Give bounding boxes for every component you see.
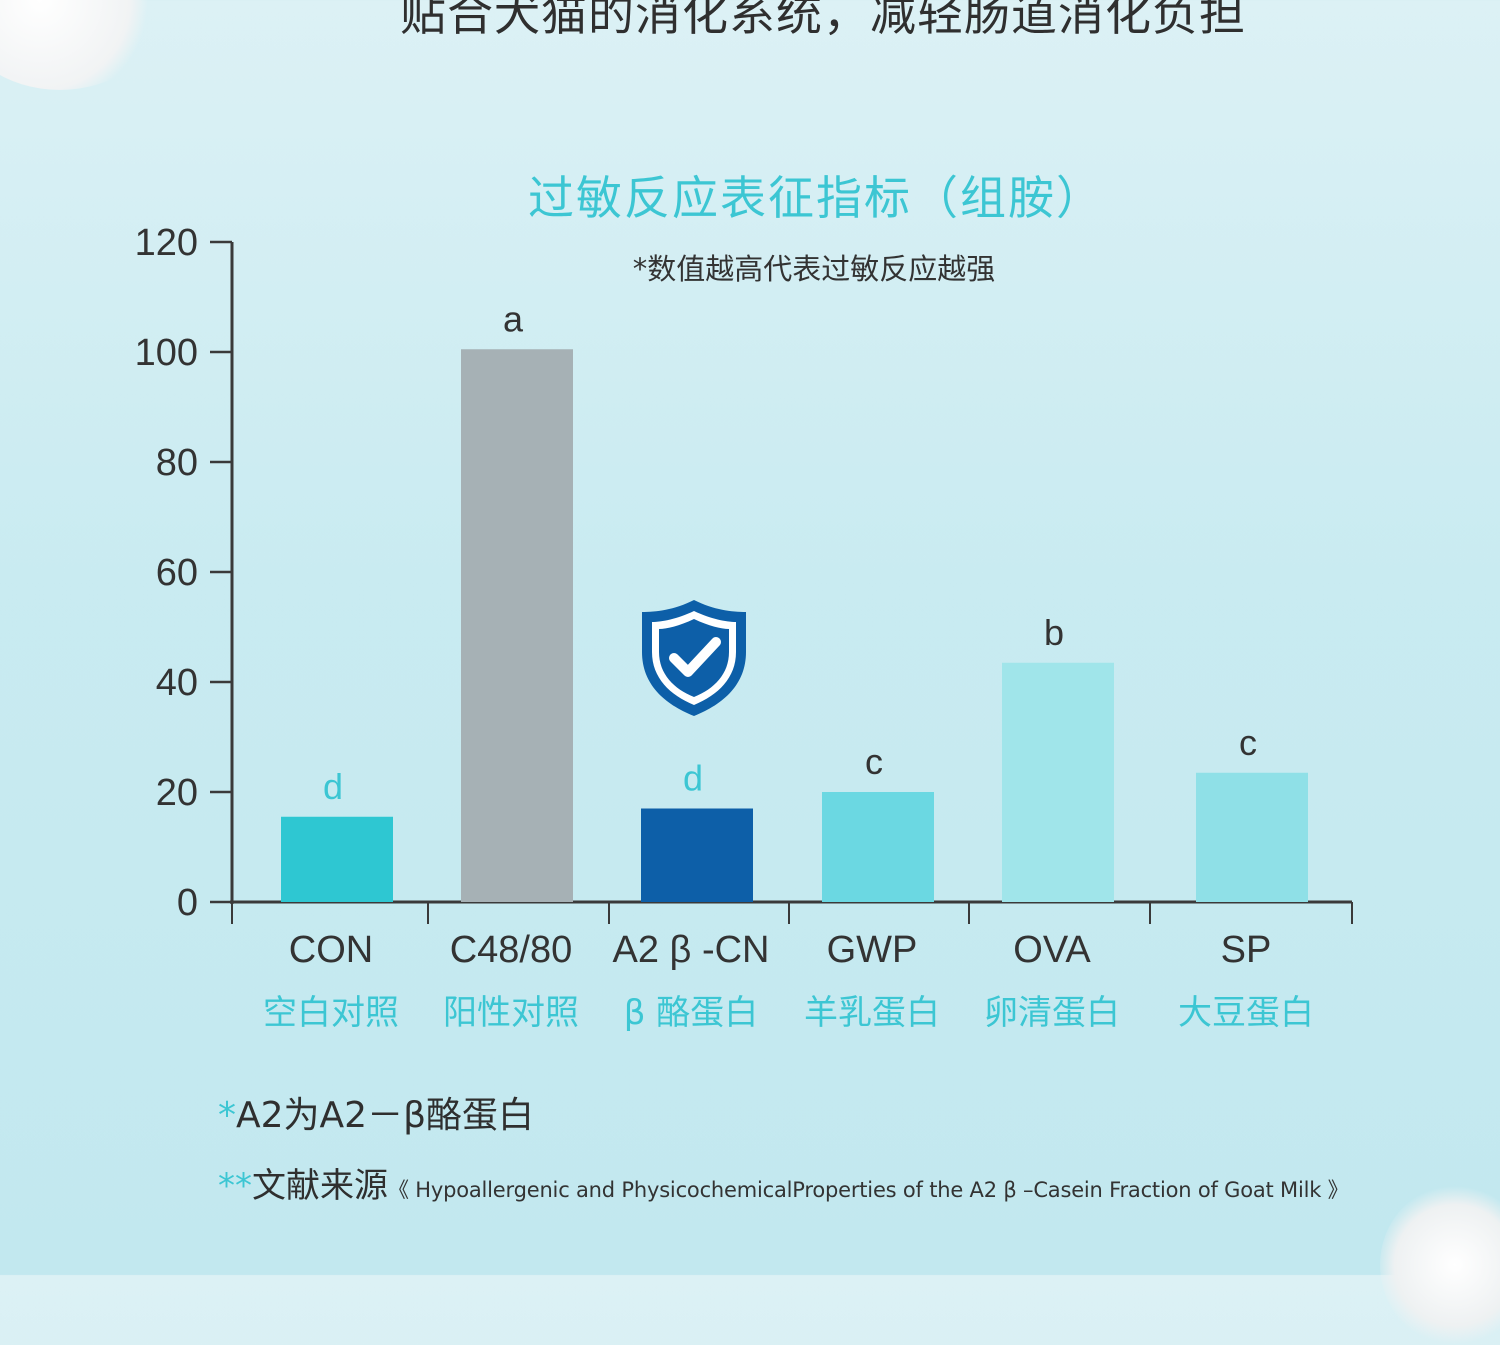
x-category-label: SP — [1221, 929, 1272, 971]
bar-5 — [1002, 662, 1114, 902]
x-category-sublabel: 阳性对照 — [443, 993, 579, 1033]
shield-check-icon — [636, 596, 752, 720]
bar-1 — [281, 816, 393, 902]
x-category-label: OVA — [1013, 929, 1091, 971]
significance-letter: d — [323, 766, 343, 807]
x-category-sublabel: 卵清蛋白 — [984, 993, 1120, 1033]
x-category-label: GWP — [827, 929, 918, 971]
chart-subtitle: *数值越高代表过敏反应越强 — [632, 252, 996, 286]
y-tick-label: 80 — [156, 442, 198, 484]
significance-letter: c — [865, 741, 883, 782]
x-category-sublabel: 大豆蛋白 — [1178, 993, 1314, 1033]
significance-letter: c — [1239, 722, 1257, 763]
footnote-double-star: ** — [218, 1166, 252, 1206]
significance-letter: d — [683, 758, 703, 799]
x-category-label: C48/80 — [450, 929, 573, 971]
bar-2 — [461, 349, 573, 902]
y-tick-label: 120 — [135, 222, 198, 264]
top-headline: 贴合犬猫的消化系统，减轻肠道消化负担 — [400, 0, 1246, 41]
chart-title: 过敏反应表征指标（组胺） — [528, 171, 1104, 225]
footnote-source: **文献来源《 Hypoallergenic and Physicochemic… — [218, 1158, 1349, 1207]
footnote-a2-text: A2为A2－β酪蛋白 — [236, 1095, 535, 1136]
footnote-star: * — [218, 1095, 236, 1136]
y-tick-label: 20 — [156, 772, 198, 814]
footnote-source-label: 文献来源 — [252, 1166, 388, 1206]
x-category-label: A2 β -CN — [613, 929, 770, 971]
significance-letter: a — [503, 298, 524, 339]
y-tick-label: 0 — [177, 882, 198, 924]
significance-letter: b — [1044, 612, 1064, 653]
footnote-a2: *A2为A2－β酪蛋白 — [218, 1086, 534, 1138]
x-category-sublabel: β 酪蛋白 — [624, 993, 759, 1033]
y-tick-label: 40 — [156, 662, 198, 704]
x-category-label: CON — [289, 929, 373, 971]
bar-6 — [1196, 772, 1308, 902]
footnote-reference-title: 《 Hypoallergenic and PhysicochemicalProp… — [388, 1178, 1349, 1202]
x-category-sublabel: 空白对照 — [263, 993, 399, 1033]
y-tick-label: 60 — [156, 552, 198, 594]
x-category-sublabel: 羊乳蛋白 — [804, 993, 940, 1033]
y-tick-label: 100 — [135, 332, 198, 374]
bar-4 — [822, 792, 934, 902]
bar-chart: 0 20 40 60 80 100 120 d CON 空白对照 a C48/80 阳性对照 d A2 β … — [135, 222, 1353, 1033]
bar-3 — [641, 808, 753, 902]
